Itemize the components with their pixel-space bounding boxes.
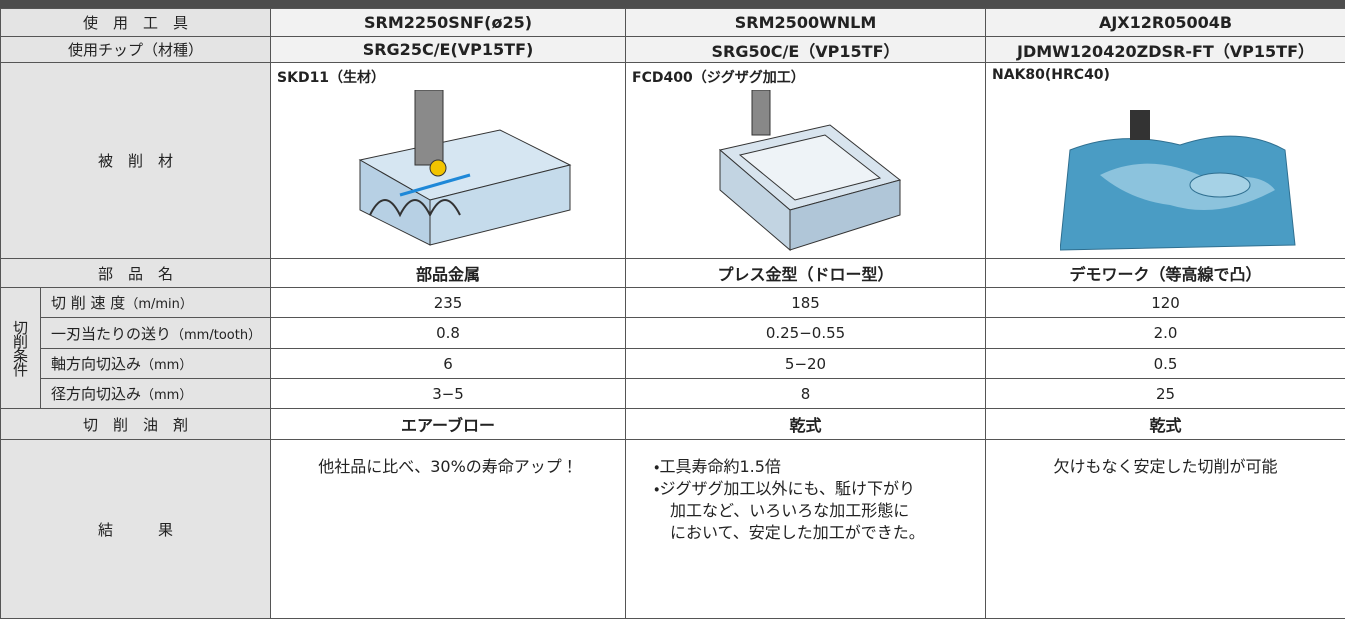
label-text: 軸方向切込み xyxy=(51,355,141,373)
cell: SRM2500WNLM xyxy=(626,9,986,37)
label-unit: （mm/tooth） xyxy=(171,328,261,343)
row-label: 一刃当たりの送り（mm/tooth） xyxy=(41,318,271,349)
group-label: 切削条件 xyxy=(1,288,41,409)
row-label: 結 果 xyxy=(1,440,271,619)
row-label: 被 削 材 xyxy=(1,63,271,259)
cell: 他社品に比べ、30%の寿命アップ！ xyxy=(271,440,626,619)
row-label: 径方向切込み（mm） xyxy=(41,379,271,409)
result-line: 他社品に比べ、30%の寿命アップ！ xyxy=(271,456,625,478)
label-unit: （mm） xyxy=(141,358,192,373)
illustration-workpiece-3 xyxy=(1060,110,1300,255)
result-line: ・工具寿命約1.5倍 xyxy=(654,456,985,478)
cell: 8 xyxy=(626,379,986,409)
cell: SRG50C/E（VP15TF） xyxy=(626,37,986,63)
row-label: 部 品 名 xyxy=(1,259,271,288)
label-unit: （m/min） xyxy=(125,297,193,312)
cell: 5−20 xyxy=(626,349,986,379)
cell: ・工具寿命約1.5倍・ジグザグ加工以外にも、駈け下がり加工など、いろいろな加工形… xyxy=(626,440,986,619)
cell: 185 xyxy=(626,288,986,318)
result-line: において、安定した加工ができた。 xyxy=(654,522,985,544)
cell: 120 xyxy=(986,288,1345,318)
cell: 部品金属 xyxy=(271,259,626,288)
label-text: 一刃当たりの送り xyxy=(51,325,171,343)
table-row: 結 果他社品に比べ、30%の寿命アップ！・工具寿命約1.5倍・ジグザグ加工以外に… xyxy=(1,440,1345,619)
cell: 3−5 xyxy=(271,379,626,409)
cell: プレス金型（ドロー型） xyxy=(626,259,986,288)
cell: SRM2250SNF(ø25) xyxy=(271,9,626,37)
row-label: 軸方向切込み（mm） xyxy=(41,349,271,379)
cell: 0.25−0.55 xyxy=(626,318,986,349)
cell: AJX12R05004B xyxy=(986,9,1345,37)
cell: 25 xyxy=(986,379,1345,409)
cell: 0.8 xyxy=(271,318,626,349)
result-line: 加工など、いろいろな加工形態に xyxy=(654,500,985,522)
result-line: 欠けもなく安定した切削が可能 xyxy=(986,456,1345,478)
label-text: 切 削 速 度 xyxy=(51,294,125,312)
row-label: 使 用 工 具 xyxy=(1,9,271,37)
cell: 欠けもなく安定した切削が可能 xyxy=(986,440,1345,619)
table-row: 使用チップ（材種）SRG25C/E(VP15TF)SRG50C/E（VP15TF… xyxy=(1,37,1345,63)
cell: エアーブロー xyxy=(271,409,626,440)
cell: 乾式 xyxy=(986,409,1345,440)
cell: SRG25C/E(VP15TF) xyxy=(271,37,626,63)
row-label: 切 削 油 剤 xyxy=(1,409,271,440)
label-unit: （mm） xyxy=(141,388,192,403)
result-line: ・ジグザグ加工以外にも、駈け下がり xyxy=(654,478,985,500)
row-label: 切 削 速 度（m/min） xyxy=(41,288,271,318)
table-row: 切 削 油 剤エアーブロー乾式乾式 xyxy=(1,409,1345,440)
cell: JDMW120420ZDSR-FT（VP15TF） xyxy=(986,37,1345,63)
cell: 6 xyxy=(271,349,626,379)
top-bar xyxy=(0,0,1345,8)
cell: 2.0 xyxy=(986,318,1345,349)
illustration-workpiece-2 xyxy=(700,90,910,255)
row-label: 使用チップ（材種） xyxy=(1,37,271,63)
cell: 235 xyxy=(271,288,626,318)
cell: 乾式 xyxy=(626,409,986,440)
cell: 0.5 xyxy=(986,349,1345,379)
table-row: 部 品 名部品金属プレス金型（ドロー型）デモワーク（等高線で凸） xyxy=(1,259,1345,288)
label-text: 径方向切込み xyxy=(51,385,141,403)
cell: デモワーク（等高線で凸） xyxy=(986,259,1345,288)
illustration-workpiece-1 xyxy=(330,90,590,250)
